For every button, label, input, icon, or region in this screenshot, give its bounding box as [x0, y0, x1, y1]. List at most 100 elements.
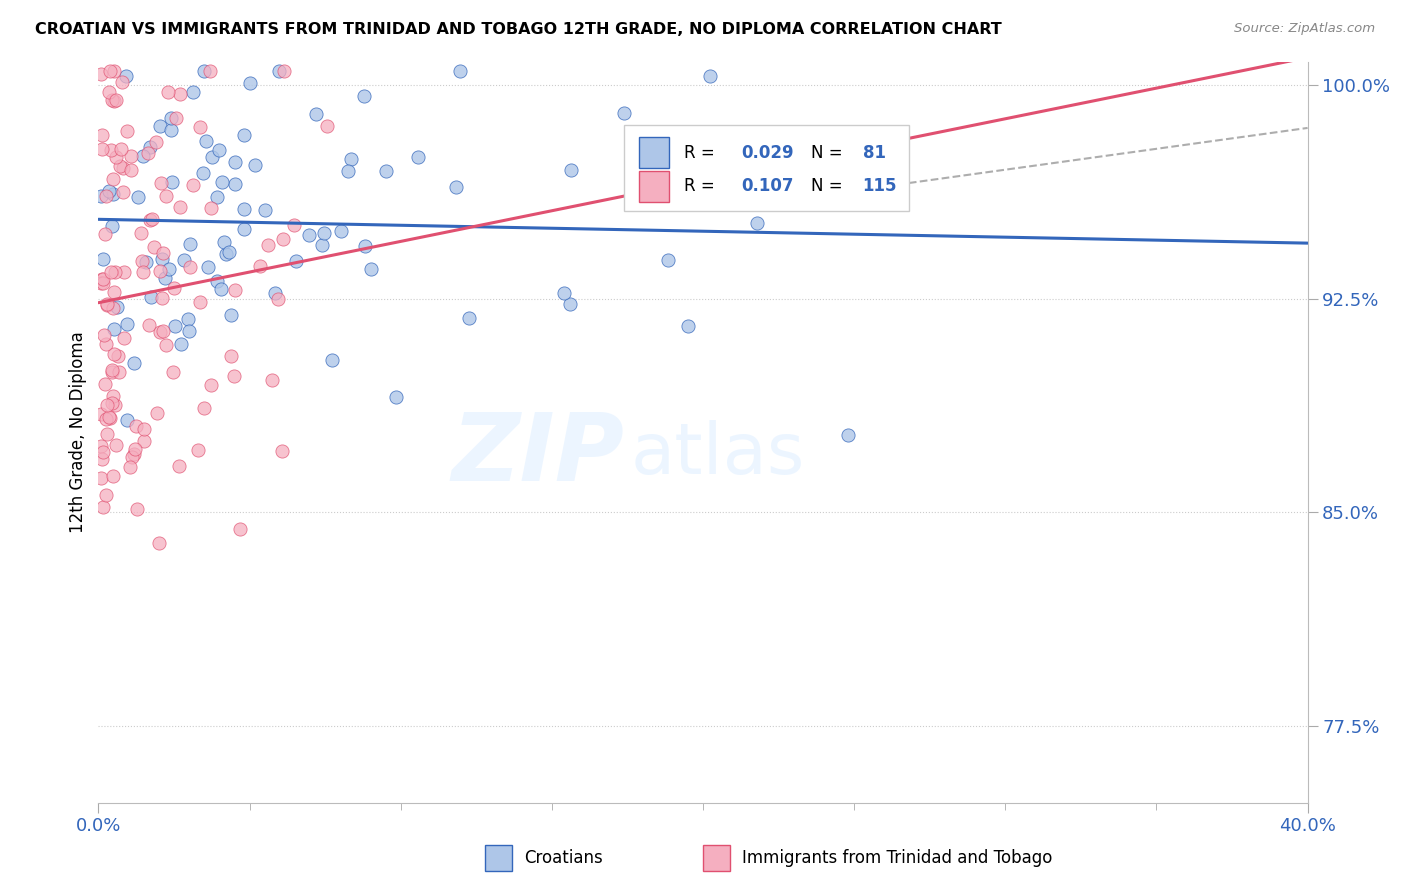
Point	[385, 390, 408, 404]
Text: Immigrants from Trinidad and Tobago: Immigrants from Trinidad and Tobago	[742, 849, 1052, 867]
Point	[177, 311, 200, 326]
Point	[160, 123, 183, 137]
Text: N =: N =	[811, 144, 842, 161]
Point	[98, 411, 121, 425]
Point	[108, 366, 131, 380]
Point	[90, 67, 112, 81]
Point	[160, 112, 183, 126]
Point	[273, 64, 295, 78]
Bar	[485, 846, 512, 871]
Point	[103, 285, 125, 299]
Point	[321, 353, 343, 368]
Point	[91, 128, 114, 142]
Point	[90, 407, 112, 421]
Point	[157, 85, 180, 99]
Point	[699, 69, 721, 83]
Point	[181, 178, 204, 193]
Point	[90, 188, 112, 202]
Point	[193, 64, 215, 78]
Point	[330, 223, 353, 237]
Point	[138, 318, 160, 333]
Point	[93, 328, 115, 343]
Point	[155, 337, 177, 351]
Point	[209, 282, 232, 296]
Point	[152, 246, 174, 260]
Point	[127, 501, 149, 516]
Point	[93, 444, 115, 458]
Point	[408, 151, 430, 165]
Point	[676, 318, 699, 333]
Point	[165, 318, 187, 333]
Text: atlas: atlas	[630, 420, 804, 490]
Point	[101, 187, 124, 202]
Point	[96, 297, 118, 311]
Point	[120, 149, 142, 163]
Point	[262, 373, 284, 387]
Bar	[638, 137, 669, 169]
Point	[165, 112, 187, 126]
Point	[100, 143, 122, 157]
Point	[271, 232, 294, 246]
Text: R =: R =	[683, 178, 720, 195]
Point	[93, 252, 115, 267]
Point	[254, 203, 277, 218]
Point	[243, 159, 266, 173]
Point	[200, 201, 222, 215]
Point	[169, 200, 191, 214]
Text: 81: 81	[863, 144, 886, 161]
Point	[458, 310, 481, 325]
Point	[188, 295, 211, 310]
Point	[179, 237, 201, 252]
Point	[271, 443, 294, 458]
Point	[135, 255, 157, 269]
Point	[122, 447, 145, 461]
Point	[208, 143, 231, 157]
Point	[285, 254, 308, 268]
Point	[132, 149, 155, 163]
Point	[112, 186, 135, 200]
Point	[125, 418, 148, 433]
Point	[139, 140, 162, 154]
Point	[305, 107, 328, 121]
Point	[141, 212, 163, 227]
Point	[233, 202, 256, 216]
Point	[201, 150, 224, 164]
Point	[257, 237, 280, 252]
Point	[267, 64, 290, 78]
Point	[96, 298, 118, 312]
Point	[105, 93, 128, 107]
Point	[143, 240, 166, 254]
Point	[90, 276, 112, 290]
Y-axis label: 12th Grade, No Diploma: 12th Grade, No Diploma	[69, 332, 87, 533]
Point	[149, 264, 172, 278]
Point	[150, 291, 173, 305]
Text: N =: N =	[811, 178, 842, 195]
Point	[298, 228, 321, 243]
Point	[179, 325, 201, 339]
Bar	[638, 170, 669, 202]
Point	[131, 226, 153, 240]
Point	[124, 442, 146, 456]
Point	[101, 365, 124, 379]
Point	[103, 95, 125, 109]
Point	[145, 135, 167, 149]
Point	[112, 265, 135, 279]
Point	[205, 274, 228, 288]
Point	[101, 363, 124, 377]
Point	[101, 468, 124, 483]
Point	[103, 64, 125, 78]
Point	[233, 128, 256, 142]
Point	[163, 281, 186, 295]
Point	[314, 226, 336, 240]
Point	[139, 290, 162, 304]
Point	[91, 142, 114, 156]
Point	[145, 406, 167, 420]
Point	[193, 401, 215, 415]
Point	[179, 260, 201, 275]
Text: 115: 115	[863, 178, 897, 195]
Point	[115, 70, 138, 84]
Point	[103, 398, 125, 412]
Point	[131, 265, 153, 279]
Point	[94, 189, 117, 203]
Point	[173, 253, 195, 268]
